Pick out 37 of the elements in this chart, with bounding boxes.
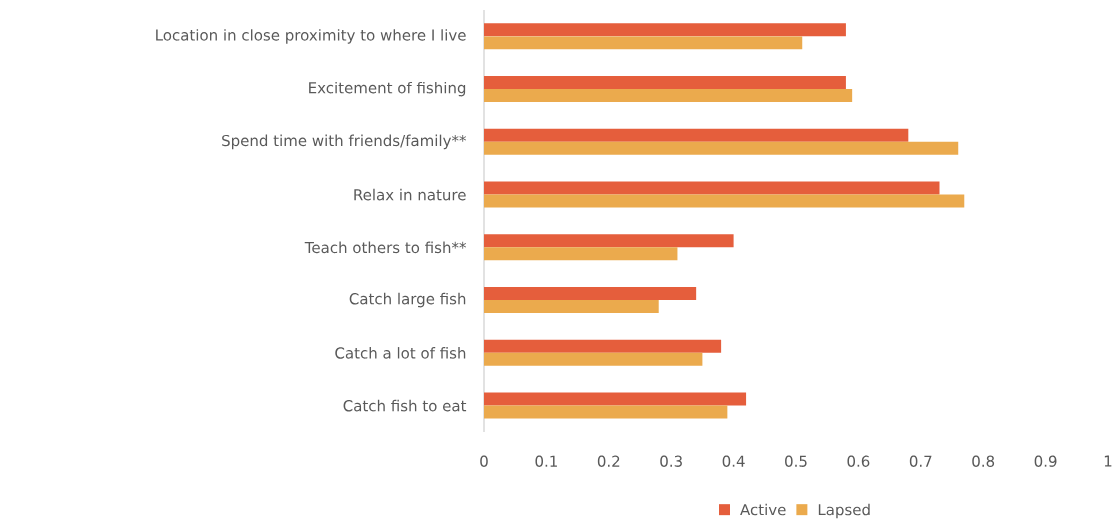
y-tick-label: Spend time with friends/family** [222,134,467,150]
y-tick-label: Catch a lot of fish [335,347,466,359]
legend-label: Lapsed [818,503,870,519]
bar [484,36,803,50]
x-tick-label: 0.9 [1034,455,1057,467]
x-tick-label: 0.1 [535,455,557,467]
legend-label: Active [740,503,786,516]
bar [484,234,734,248]
x-tick-label: 0.7 [909,455,932,467]
y-tick-label: Location in close proximity to where I live [156,29,466,44]
bar [484,89,853,103]
bar [484,247,678,261]
bar [484,339,722,353]
bar [484,76,846,90]
bar [484,128,909,142]
x-tick-label: 1 [1104,455,1112,467]
bar [484,181,940,195]
y-tick-label: Catch fish to eat [343,399,467,412]
y-tick-label: Catch large fish [349,292,466,308]
y-tick-label: Excitement of fishing [309,81,466,97]
bar [484,352,703,366]
bar [484,287,697,301]
y-tick-label: Teach others to fish** [304,241,467,254]
x-tick-label: 0.5 [785,455,807,467]
bar [484,392,747,406]
x-tick-label: 0.8 [972,455,995,467]
x-tick-label: 0 [480,455,488,467]
bar [484,141,959,155]
x-tick-label: 0.3 [660,455,682,467]
x-tick-label: 0.2 [597,455,620,467]
x-tick-label: 0.6 [847,455,870,467]
x-tick-label: 0.4 [722,455,745,467]
y-tick-label: Relax in nature [354,188,466,201]
bar [484,23,846,37]
bar [484,194,965,208]
bar [484,300,659,314]
bar [484,405,728,419]
